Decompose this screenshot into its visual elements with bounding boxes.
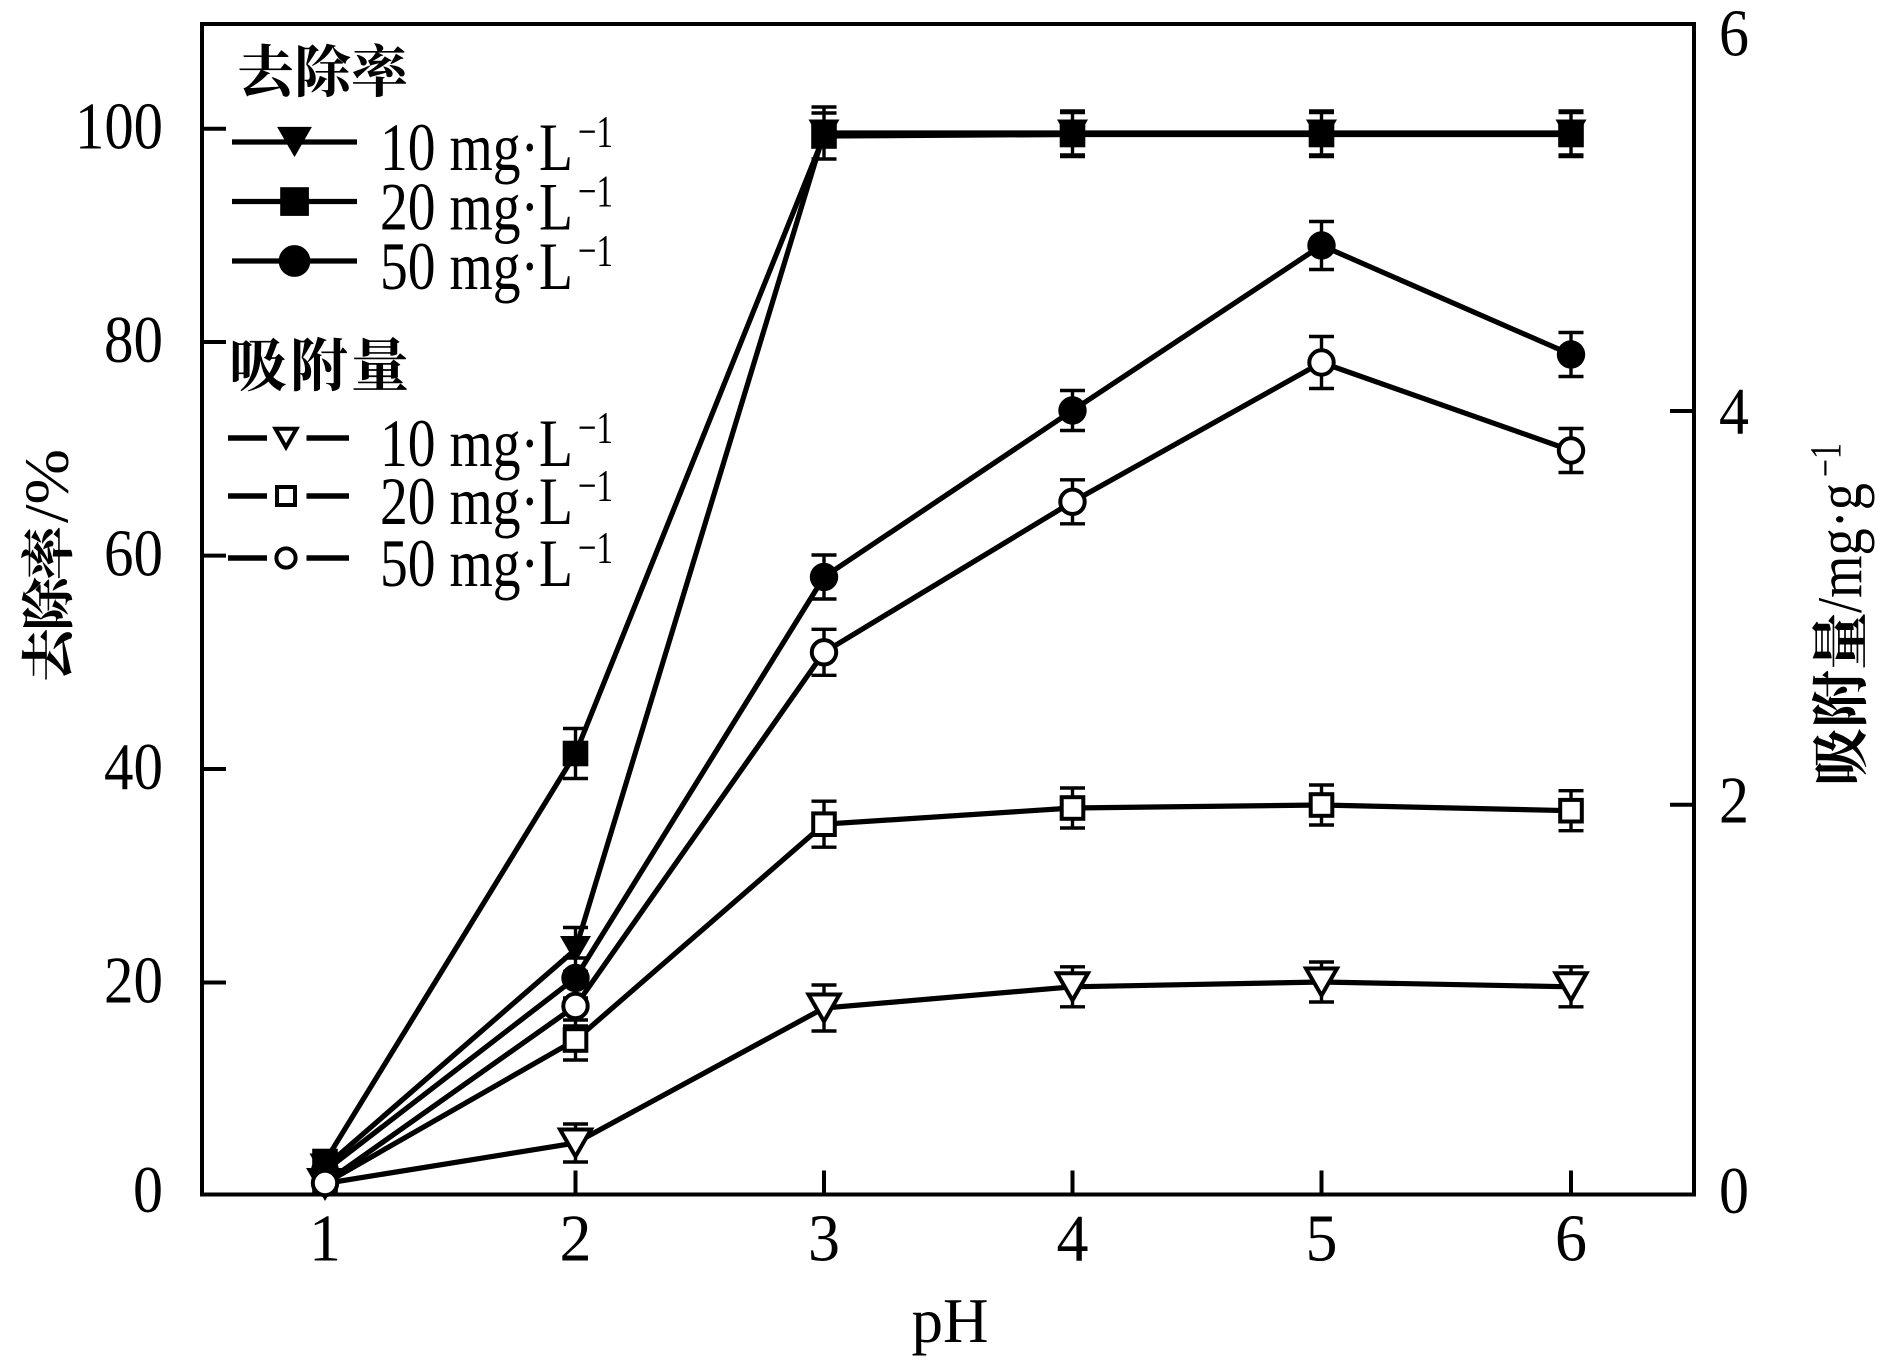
- svg-text:80: 80: [104, 303, 163, 377]
- svg-text:0: 0: [133, 1153, 163, 1227]
- svg-text:1: 1: [309, 1202, 341, 1276]
- svg-text:6: 6: [1719, 0, 1749, 71]
- svg-text:4: 4: [1719, 375, 1749, 449]
- svg-text:10 mg·L: 10 mg·L: [380, 109, 573, 185]
- svg-text:100: 100: [75, 90, 163, 164]
- svg-text:2: 2: [560, 1202, 592, 1276]
- svg-text:20 mg·L: 20 mg·L: [380, 463, 573, 539]
- svg-text:20 mg·L: 20 mg·L: [380, 169, 573, 245]
- svg-text:−1: −1: [578, 402, 613, 453]
- svg-text:0: 0: [1719, 1154, 1749, 1228]
- svg-text:3: 3: [808, 1202, 840, 1276]
- svg-text:−1: −1: [578, 166, 613, 217]
- svg-text:20: 20: [104, 944, 163, 1018]
- svg-text:2: 2: [1719, 764, 1749, 838]
- svg-text:−1: −1: [1801, 443, 1850, 477]
- svg-text:5: 5: [1306, 1202, 1338, 1276]
- svg-text:6: 6: [1555, 1202, 1587, 1276]
- svg-text:40: 40: [104, 730, 163, 804]
- svg-text:/%: /%: [14, 449, 82, 523]
- svg-text:/mg·g: /mg·g: [1804, 483, 1875, 613]
- svg-text:60: 60: [104, 517, 163, 591]
- svg-text:50 mg·L: 50 mg·L: [380, 228, 573, 304]
- svg-text:−1: −1: [578, 106, 613, 157]
- svg-text:−1: −1: [578, 522, 613, 573]
- svg-text:pH: pH: [912, 1286, 989, 1356]
- svg-text:10 mg·L: 10 mg·L: [380, 405, 573, 481]
- svg-text:4: 4: [1057, 1202, 1089, 1276]
- svg-text:50 mg·L: 50 mg·L: [380, 525, 573, 601]
- svg-text:−1: −1: [578, 225, 613, 276]
- svg-text:−1: −1: [578, 460, 613, 511]
